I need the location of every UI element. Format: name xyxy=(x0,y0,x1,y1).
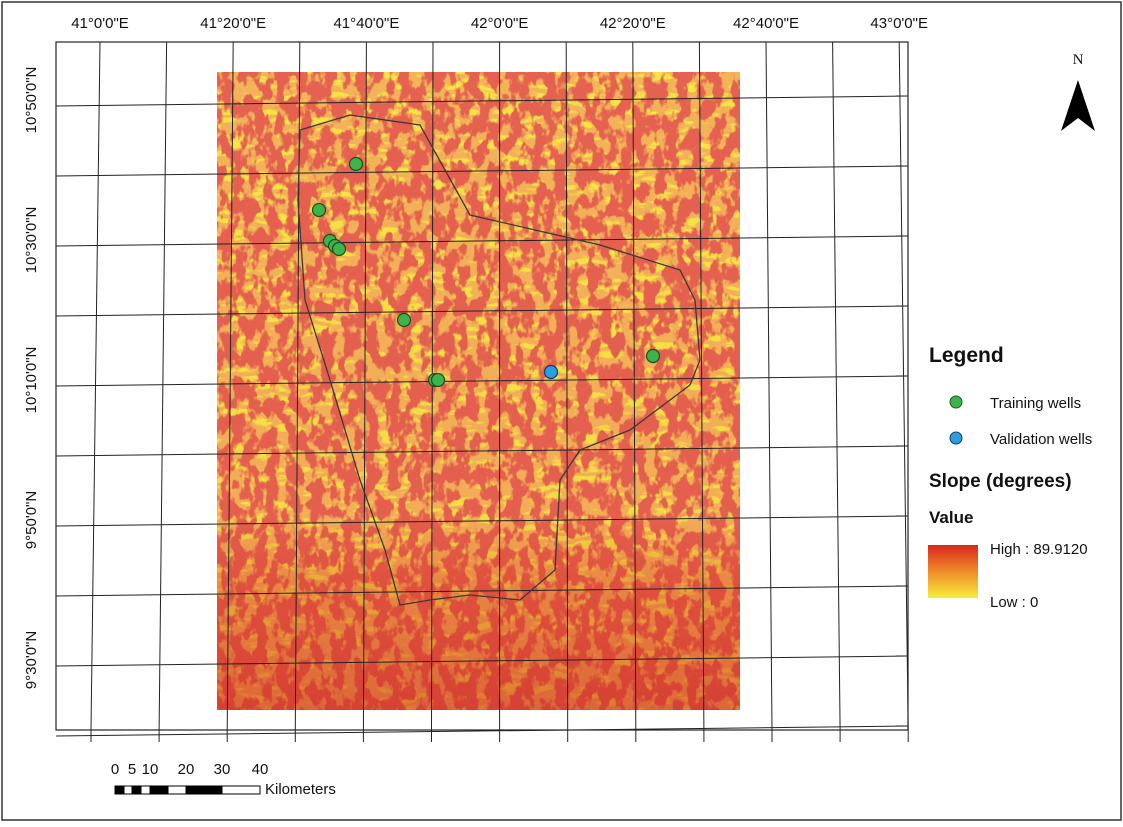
map-layout: N Legend Training wells Validation wells… xyxy=(0,0,1123,822)
legend-item: Validation wells xyxy=(990,431,1092,448)
scale-segment xyxy=(141,786,150,794)
scale-label: 0 xyxy=(111,761,119,778)
training-well xyxy=(333,243,346,256)
layer-title: Slope (degrees) xyxy=(929,471,1072,492)
scale-segment xyxy=(115,786,124,794)
legend-symbol xyxy=(950,432,962,444)
latitude-label: 9°30'0"N xyxy=(23,631,40,689)
scale-label: 30 xyxy=(214,761,231,778)
scale-segment xyxy=(150,786,168,794)
scale-unit: Kilometers xyxy=(265,781,336,798)
north-label: N xyxy=(1073,52,1084,68)
longitude-label: 42°40'0"E xyxy=(733,15,799,32)
scale-segment xyxy=(222,786,260,794)
scale-segment xyxy=(186,786,222,794)
training-well xyxy=(350,158,363,171)
legend-item: Training wells xyxy=(990,395,1081,412)
longitude-label: 42°0'0"E xyxy=(471,15,529,32)
latitude-label: 10°50'0"N xyxy=(23,67,40,134)
training-well xyxy=(313,204,326,217)
ramp-high: High : 89.9120 xyxy=(990,541,1088,558)
training-well xyxy=(647,350,660,363)
scale-segment xyxy=(168,786,186,794)
latitude-label: 10°10'0"N xyxy=(23,347,40,414)
longitude-label: 41°20'0"E xyxy=(200,15,266,32)
scale-label: 10 xyxy=(142,761,159,778)
scale-segment xyxy=(124,786,132,794)
page: {"north": "N", "longitude_labels": ["41°… xyxy=(0,0,1123,822)
raster-shade xyxy=(217,72,740,710)
longitude-label: 42°20'0"E xyxy=(600,15,666,32)
color-ramp xyxy=(928,545,978,598)
ramp-low: Low : 0 xyxy=(990,594,1038,611)
longitude-label: 41°0'0"E xyxy=(71,15,129,32)
legend-title: Legend xyxy=(929,344,1004,367)
scale-label: 40 xyxy=(252,761,269,778)
latitude-label: 10°30'0"N xyxy=(23,207,40,274)
longitude-label: 43°0'0"E xyxy=(870,15,928,32)
longitude-label: 41°40'0"E xyxy=(333,15,399,32)
slope-raster xyxy=(217,72,740,710)
training-well xyxy=(398,314,411,327)
legend-symbol xyxy=(950,396,962,408)
training-well xyxy=(432,374,445,387)
scale-segment xyxy=(132,786,141,794)
scale-label: 5 xyxy=(128,761,136,778)
latitude-label: 9°50'0"N xyxy=(23,491,40,549)
field-title: Value xyxy=(929,508,973,527)
scale-label: 20 xyxy=(178,761,195,778)
validation-well xyxy=(545,366,558,379)
